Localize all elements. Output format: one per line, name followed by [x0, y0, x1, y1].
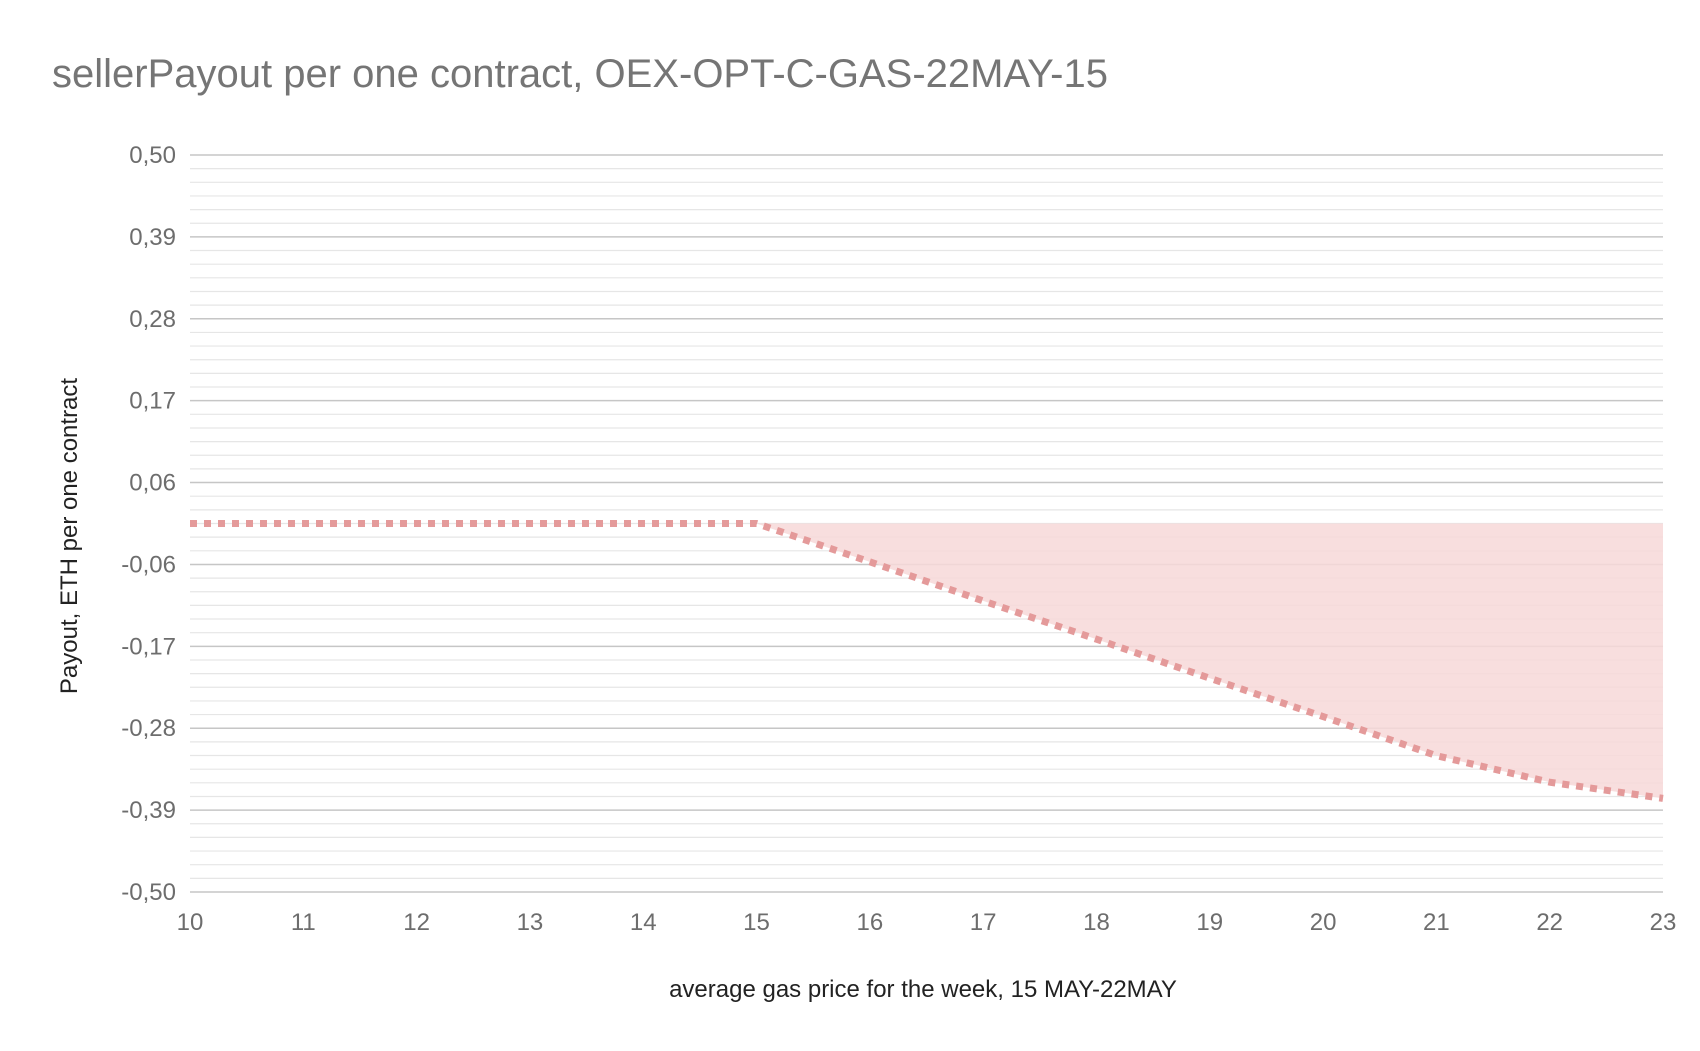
chart-title: sellerPayout per one contract, OEX-OPT-C…: [52, 52, 1108, 96]
y-tick-label: 0,17: [129, 388, 176, 415]
y-tick-label: 0,28: [129, 306, 176, 333]
x-tick-label: 11: [291, 909, 316, 936]
x-tick-label: 19: [1196, 909, 1223, 936]
x-tick-label: 18: [1083, 909, 1110, 936]
data-point: [526, 520, 533, 527]
area-fill: [756, 523, 1663, 799]
x-tick-label: 23: [1650, 909, 1677, 936]
x-tick-label: 10: [177, 909, 204, 936]
y-tick-label: -0,28: [121, 715, 176, 742]
x-tick-label: 17: [970, 909, 997, 936]
series-line: [190, 520, 1664, 802]
x-axis-title: average gas price for the week, 15 MAY-2…: [669, 976, 1177, 1003]
y-tick-label: -0,17: [121, 633, 176, 660]
y-tick-label: -0,50: [121, 879, 176, 906]
y-tick-label: 0,50: [129, 142, 176, 169]
y-tick-label: 0,39: [129, 224, 176, 251]
x-tick-label: 14: [630, 909, 657, 936]
x-tick-label: 21: [1423, 909, 1450, 936]
data-point: [413, 520, 420, 527]
data-point: [1206, 675, 1213, 682]
data-point: [1093, 636, 1100, 643]
data-point: [640, 520, 647, 527]
data-point: [753, 520, 760, 527]
x-tick-label: 15: [743, 909, 770, 936]
data-point: [187, 520, 194, 527]
data-point: [866, 558, 873, 565]
data-point: [1660, 795, 1667, 802]
y-tick-label: -0,39: [121, 797, 176, 824]
data-point: [1433, 752, 1440, 759]
y-tick-label: 0,06: [129, 470, 176, 497]
data-point: [1546, 779, 1553, 786]
x-tick-label: 12: [403, 909, 430, 936]
x-tick-label: 16: [856, 909, 883, 936]
data-point: [300, 520, 307, 527]
data-point: [1320, 713, 1327, 720]
y-tick-label: -0,06: [121, 551, 176, 578]
x-tick-label: 20: [1310, 909, 1337, 936]
data-point: [980, 597, 987, 604]
x-tick-label: 22: [1536, 909, 1563, 936]
x-tick-label: 13: [517, 909, 544, 936]
